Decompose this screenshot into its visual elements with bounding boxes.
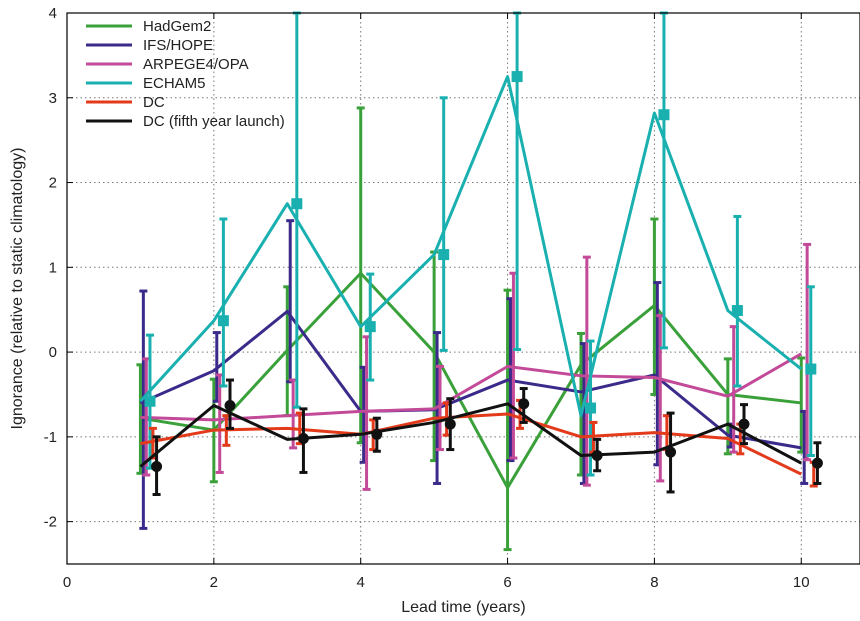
data-point — [292, 414, 295, 417]
data-point — [144, 395, 156, 407]
grid-lines — [67, 13, 860, 564]
series-layer — [136, 11, 823, 552]
data-point — [436, 408, 439, 411]
data-point — [585, 402, 597, 414]
data-point — [512, 365, 515, 368]
data-point — [225, 429, 228, 432]
legend: HadGem2 IFS/HOPE ARPEGE4/OPA ECHAM5 DC DC (fi… — [86, 18, 285, 130]
data-point — [800, 401, 803, 404]
data-point — [215, 369, 218, 372]
series-dc-fifth-year-launch — [139, 378, 823, 496]
legend-label: HadGem2 — [143, 18, 211, 35]
legend-item: HadGem2 — [86, 18, 211, 35]
data-point — [658, 109, 670, 121]
series-line — [139, 402, 802, 468]
data-point — [811, 457, 823, 469]
series-line — [139, 75, 803, 418]
data-point — [298, 427, 301, 430]
legend-item: ECHAM5 — [86, 75, 206, 92]
data-point — [151, 442, 154, 445]
series-dc — [140, 398, 818, 488]
series-line — [139, 309, 802, 450]
data-point — [656, 373, 659, 376]
x-axis-label: Lead time (years) — [401, 599, 526, 616]
series-echam5 — [139, 11, 817, 477]
data-point — [511, 71, 523, 83]
data-point — [738, 418, 750, 430]
y-tick-label: 0 — [49, 344, 57, 361]
series-line — [140, 271, 802, 490]
data-point — [518, 398, 530, 410]
y-tick-label: 3 — [49, 90, 57, 107]
data-point — [729, 434, 732, 437]
data-point — [142, 401, 145, 404]
data-point — [806, 352, 809, 355]
data-point — [805, 363, 817, 375]
legend-label: ECHAM5 — [143, 75, 206, 92]
data-point — [289, 310, 292, 313]
y-tick-label: 1 — [49, 259, 57, 276]
x-tick-label: 10 — [793, 574, 810, 591]
x-tick-label: 4 — [357, 574, 365, 591]
plot-frame — [66, 12, 860, 565]
y-tick-label: 2 — [49, 175, 57, 192]
legend-label: IFS/HOPE — [143, 37, 213, 54]
data-point — [665, 431, 668, 434]
data-point — [438, 249, 450, 261]
data-point — [509, 379, 512, 382]
data-point — [218, 418, 221, 421]
data-point — [812, 473, 815, 476]
data-point — [151, 461, 163, 473]
data-point — [217, 315, 229, 327]
y-tick-label: -1 — [44, 429, 57, 446]
legend-label: ARPEGE4/OPA — [143, 56, 249, 73]
data-point — [439, 407, 442, 410]
series-ifs-hope — [139, 219, 809, 530]
x-tick-label: 6 — [503, 574, 511, 591]
data-point — [371, 428, 383, 440]
x-tick-label: 0 — [63, 574, 71, 591]
data-point — [286, 349, 289, 352]
data-point — [659, 376, 662, 379]
data-point — [506, 486, 509, 489]
data-point — [592, 435, 595, 438]
series-line — [140, 352, 803, 422]
data-point — [653, 304, 656, 307]
series-hadgem2 — [136, 106, 806, 552]
data-point — [291, 198, 303, 210]
x-tick-label: 2 — [210, 574, 218, 591]
series-arpege4-opa — [140, 242, 812, 491]
y-axis-label: Ignorance (relative to static climatolog… — [9, 148, 26, 430]
series-line — [140, 412, 802, 476]
data-point — [145, 416, 148, 419]
data-point — [579, 363, 582, 366]
data-point — [433, 351, 436, 354]
data-point — [591, 449, 603, 461]
data-point — [803, 446, 806, 449]
legend-item: IFS/HOPE — [86, 37, 213, 54]
legend-item: DC — [86, 94, 165, 111]
data-point — [731, 305, 743, 317]
data-point — [364, 321, 376, 333]
legend-label: DC (fifth year launch) — [143, 113, 285, 130]
data-point — [444, 418, 456, 430]
y-tick-label: -2 — [44, 514, 57, 531]
data-point — [739, 437, 742, 440]
axis-ticks: 0 2 4 6 8 10 -2 -1 0 1 2 3 4 — [44, 5, 810, 591]
x-tick-label: 8 — [650, 574, 658, 591]
data-point — [582, 390, 585, 393]
data-point — [665, 446, 677, 458]
legend-label: DC — [143, 94, 165, 111]
legend-item: DC (fifth year launch) — [86, 113, 285, 130]
data-point — [297, 433, 309, 445]
data-point — [365, 410, 368, 413]
data-point — [359, 272, 362, 275]
y-tick-label: 4 — [49, 5, 57, 22]
data-point — [585, 374, 588, 377]
data-point — [224, 399, 236, 411]
data-point — [732, 395, 735, 398]
legend-item: ARPEGE4/OPA — [86, 56, 249, 73]
